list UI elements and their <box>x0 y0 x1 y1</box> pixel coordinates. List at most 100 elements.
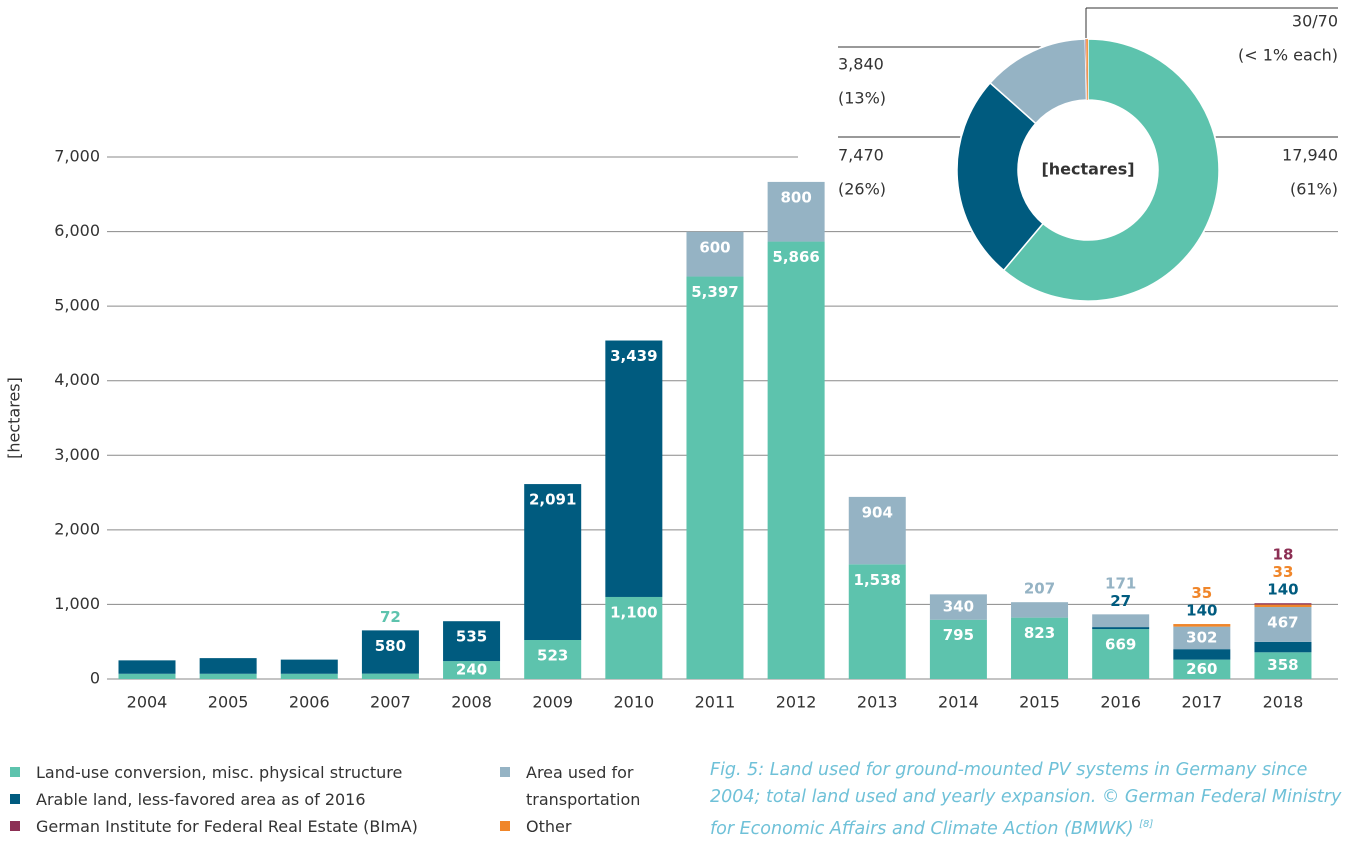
bar-segment <box>1254 604 1312 608</box>
data-label: 669 <box>1105 636 1136 654</box>
bar-segment <box>1092 627 1150 630</box>
x-tick-label: 2010 <box>613 693 654 712</box>
x-tick-label: 2015 <box>1019 693 1060 712</box>
data-label: 600 <box>699 238 730 256</box>
data-label: 27 <box>1110 592 1131 610</box>
x-tick-label: 2005 <box>208 693 249 712</box>
legend-label: Arable land, less-favored area as of 201… <box>36 790 366 809</box>
donut-center-label: [hectares] <box>1041 160 1134 179</box>
x-tick-label: 2014 <box>938 693 979 712</box>
legend: Land-use conversion, misc. physical stru… <box>10 759 480 840</box>
callout-percent: (13%) <box>838 89 886 108</box>
data-label: 5,397 <box>691 283 738 301</box>
bar-segment <box>280 659 338 674</box>
bar-segment <box>280 673 338 679</box>
y-tick-label: 3,000 <box>54 445 100 464</box>
x-tick-label: 2012 <box>776 693 817 712</box>
x-tick-label: 2013 <box>857 693 898 712</box>
donut-slice <box>956 81 1045 272</box>
callout-percent: (26%) <box>838 180 886 199</box>
y-tick-label: 4,000 <box>54 370 100 389</box>
callout-value: 3,840 <box>838 55 884 74</box>
bar-segment <box>443 621 501 662</box>
y-tick-label: 7,000 <box>54 147 100 166</box>
bar-segment <box>118 673 176 679</box>
legend-item: Land-use conversion, misc. physical stru… <box>10 759 480 786</box>
bar-segment <box>848 564 906 679</box>
legend-swatch <box>500 767 510 777</box>
bar-segment <box>118 660 176 674</box>
x-tick-label: 2009 <box>532 693 573 712</box>
data-label: 358 <box>1267 656 1298 674</box>
bar-segment <box>1254 652 1312 679</box>
data-label: 3,439 <box>610 347 657 365</box>
bar-segment <box>1173 624 1231 627</box>
caption-ref: [8] <box>1139 819 1154 830</box>
bar-segment <box>1173 659 1231 679</box>
bar-segment <box>524 484 582 640</box>
callout-value: 17,940 <box>1282 146 1338 165</box>
donut-slice <box>1085 38 1089 101</box>
legend-swatch <box>10 794 20 804</box>
bar-segment <box>361 673 419 679</box>
data-label: 140 <box>1186 602 1217 620</box>
legend-label: Area used for transportation <box>526 763 641 809</box>
legend-item: Arable land, less-favored area as of 201… <box>10 786 480 813</box>
legend-label: Other <box>526 817 572 836</box>
data-label: 904 <box>862 503 893 521</box>
bar-segment <box>929 619 987 679</box>
x-tick-label: 2008 <box>451 693 492 712</box>
data-label: 523 <box>537 646 568 664</box>
bar-segment <box>1173 649 1231 660</box>
legend: Area used for transportation Other <box>500 759 650 840</box>
data-label: 1,100 <box>610 603 657 621</box>
data-label: 580 <box>375 637 406 655</box>
caption: Fig. 5: Land used for ground-mounted PV … <box>710 757 1350 843</box>
data-label: 260 <box>1186 660 1217 678</box>
legend-label: Land-use conversion, misc. physical stru… <box>36 763 403 782</box>
x-tick-label: 2004 <box>127 693 168 712</box>
legend-swatch <box>10 821 20 831</box>
bar-segment <box>524 639 582 679</box>
data-label: 467 <box>1267 614 1298 632</box>
data-label: 823 <box>1024 624 1055 642</box>
legend-swatch <box>500 821 510 831</box>
data-label: 18 <box>1273 546 1294 564</box>
y-tick-label: 1,000 <box>54 594 100 613</box>
bar-segment <box>1011 617 1069 679</box>
bar-segment <box>199 658 257 674</box>
y-tick-label: 0 <box>90 669 100 688</box>
data-label: 72 <box>380 608 401 626</box>
bar-segment <box>1173 626 1231 650</box>
legend-item: German Institute for Federal Real Estate… <box>10 813 480 840</box>
data-label: 33 <box>1273 563 1294 581</box>
data-label: 2,091 <box>529 491 576 509</box>
x-tick-label: 2007 <box>370 693 411 712</box>
data-label: 207 <box>1024 580 1055 598</box>
x-tick-label: 2018 <box>1263 693 1304 712</box>
x-tick-label: 2006 <box>289 693 330 712</box>
x-tick-label: 2017 <box>1181 693 1222 712</box>
bar-segment <box>848 496 906 565</box>
bar-segment <box>443 661 501 679</box>
y-tick-label: 2,000 <box>54 519 100 538</box>
data-label: 35 <box>1191 584 1212 602</box>
y-tick-label: 6,000 <box>54 221 100 240</box>
bar-segment <box>929 594 987 620</box>
bar-segment <box>686 231 744 277</box>
x-tick-label: 2011 <box>695 693 736 712</box>
legend-item: Other <box>500 813 650 840</box>
bar-segment <box>605 340 663 597</box>
bar-segment <box>361 630 419 674</box>
donut-slice <box>1002 38 1220 302</box>
y-tick-label: 5,000 <box>54 296 100 315</box>
legend-swatch <box>10 767 20 777</box>
callout-percent: (< 1% each) <box>1238 46 1338 65</box>
data-label: 5,866 <box>772 248 819 266</box>
data-label: 240 <box>456 661 487 679</box>
caption-text: Fig. 5: Land used for ground-mounted PV … <box>710 760 1342 839</box>
callout-percent: (61%) <box>1290 180 1338 199</box>
bar-segment <box>1254 641 1312 653</box>
data-label: 535 <box>456 628 487 646</box>
